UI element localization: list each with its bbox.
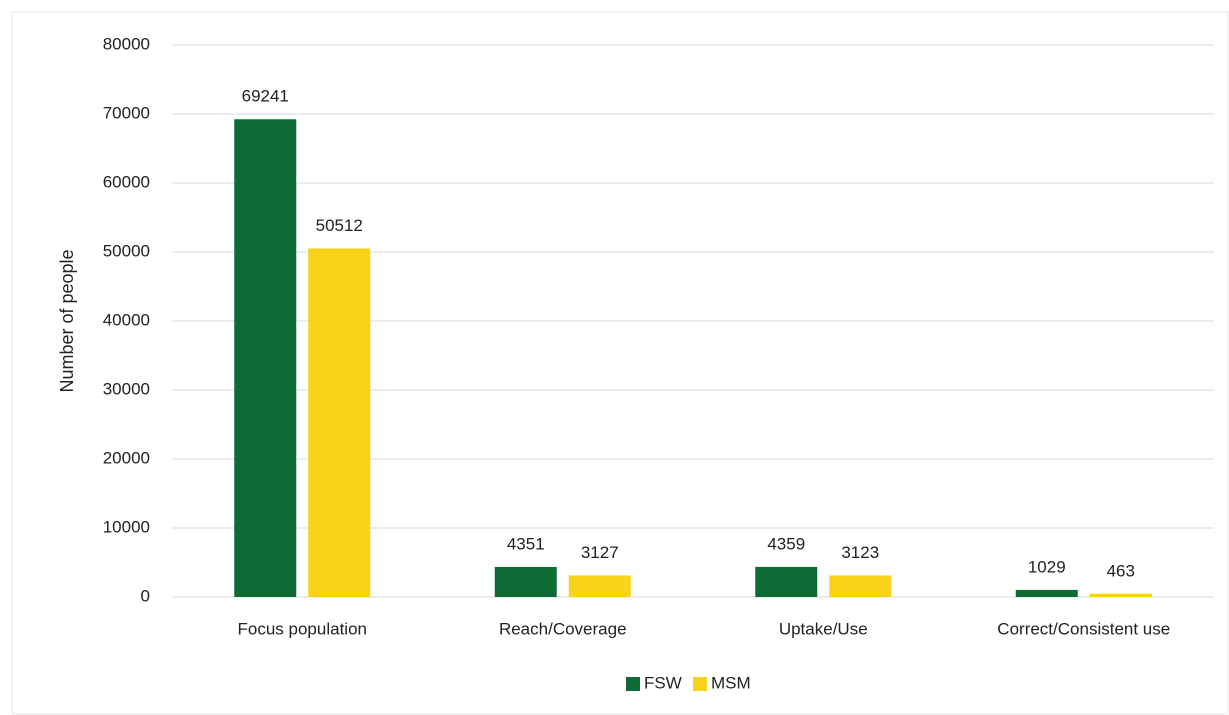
data-label: 4351	[507, 534, 545, 553]
legend-label: FSW	[644, 673, 682, 692]
y-axis-label: Number of people	[57, 249, 77, 392]
y-tick-label: 30000	[103, 379, 150, 398]
bar	[234, 119, 297, 598]
x-tick-label: Uptake/Use	[779, 619, 868, 638]
bar	[1015, 589, 1078, 597]
bar	[1089, 593, 1152, 597]
legend-swatch	[693, 677, 707, 691]
x-tick-label: Focus population	[238, 619, 367, 638]
x-tick-label: Correct/Consistent use	[997, 619, 1170, 638]
x-tick-label: Reach/Coverage	[499, 619, 627, 638]
bar	[308, 248, 371, 597]
y-tick-label: 80000	[103, 34, 150, 53]
data-label: 50512	[316, 216, 363, 235]
y-tick-label: 70000	[103, 103, 150, 122]
data-label: 463	[1107, 561, 1135, 580]
data-label: 1029	[1028, 557, 1066, 576]
legend-label: MSM	[711, 673, 751, 692]
y-tick-label: 20000	[103, 448, 150, 467]
bar	[494, 566, 557, 597]
y-tick-label: 40000	[103, 310, 150, 329]
bar	[568, 575, 631, 597]
data-label: 3123	[841, 543, 879, 562]
chart-frame	[11, 11, 1229, 715]
y-tick-label: 50000	[103, 241, 150, 260]
y-tick-label: 0	[141, 586, 150, 605]
data-label: 3127	[581, 543, 619, 562]
data-label: 4359	[767, 534, 805, 553]
data-label: 69241	[242, 87, 289, 106]
bar	[829, 575, 892, 597]
y-tick-label: 60000	[103, 172, 150, 191]
legend-swatch	[626, 677, 640, 691]
y-tick-label: 10000	[103, 517, 150, 536]
bar	[755, 566, 818, 597]
